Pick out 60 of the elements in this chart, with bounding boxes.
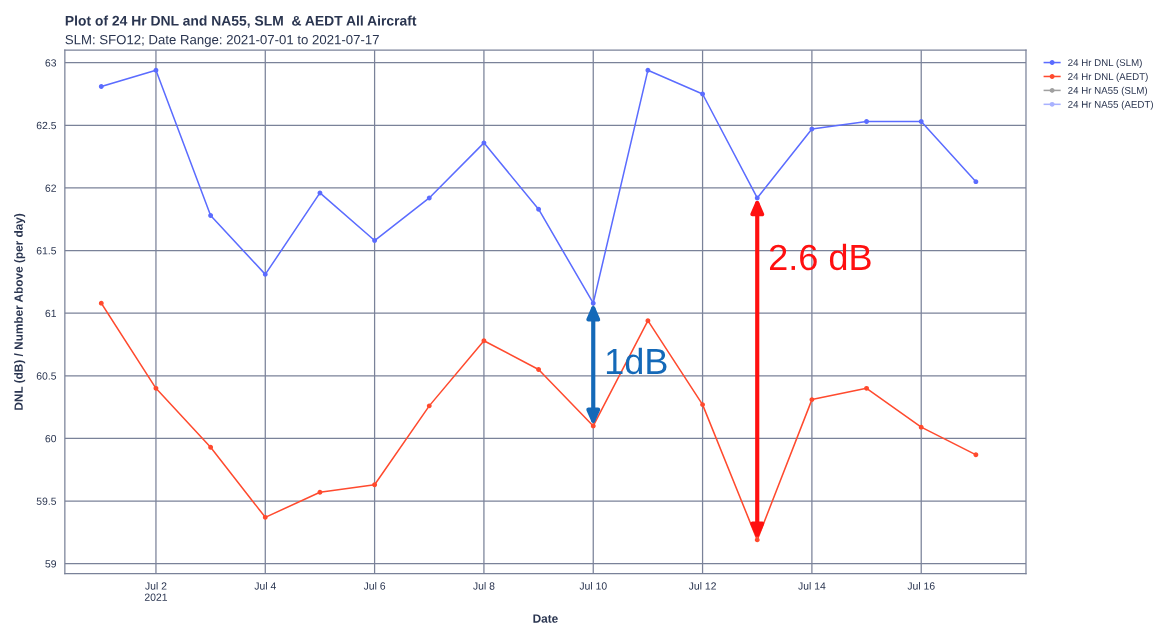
x-tick-label: Jul 10 — [579, 582, 607, 590]
point — [754, 195, 760, 201]
y-tick-label: 60 — [45, 434, 57, 443]
point — [590, 423, 596, 429]
point — [864, 119, 869, 124]
point — [153, 67, 159, 73]
point — [973, 179, 979, 185]
point — [536, 206, 542, 212]
y-tick-label: 60.5 — [36, 372, 57, 380]
point — [98, 84, 104, 89]
legend-label: 24 Hr NA55 (SLM) — [1068, 86, 1148, 96]
legend-label: 24 Hr DNL (SLM) — [1068, 58, 1142, 68]
y-tick-label: 61.5 — [36, 247, 57, 255]
y-axis-title: DNL (dB) / Number Above (per day) — [14, 213, 26, 410]
point — [426, 195, 432, 201]
point — [208, 213, 214, 218]
y-tick-label: 61 — [45, 309, 57, 318]
point — [645, 67, 651, 73]
y-tick-label: 62 — [45, 184, 56, 192]
x-axis-title: Date — [533, 614, 558, 623]
chart-title: Plot of 24 Hr DNL and NA55, SLM & AEDT All Aircraft — [65, 15, 417, 28]
point — [700, 91, 706, 97]
point — [918, 119, 924, 124]
point — [262, 514, 268, 520]
legend-label: 24 Hr DNL (AEDT) — [1068, 72, 1148, 82]
point — [372, 238, 378, 243]
point — [864, 385, 869, 391]
point — [481, 140, 487, 146]
point — [754, 537, 760, 543]
y-tick-label: 62.5 — [36, 121, 57, 130]
point — [262, 271, 268, 277]
y-tick-label: 63 — [45, 59, 57, 67]
x-tick-label: Jul 4 — [254, 582, 276, 590]
y-tick-label: 59 — [45, 560, 57, 568]
point — [973, 452, 979, 458]
point — [918, 424, 924, 430]
x-tick-label: Jul 6 — [363, 582, 386, 590]
x-tick-label: Jul 2 2021 — [144, 582, 168, 601]
point — [809, 397, 815, 403]
x-tick-label: Jul 14 — [798, 582, 826, 590]
point — [645, 318, 651, 324]
chart-subtitle: SLM: SFO12; Date Range: 2021-07-01 to 2021-07-17 — [65, 34, 379, 47]
legend-label: 24 Hr NA55 (AEDT) — [1068, 100, 1153, 110]
point — [98, 300, 104, 306]
y-tick-label: 59.5 — [36, 497, 57, 505]
point — [317, 190, 323, 196]
point — [700, 402, 706, 408]
point — [809, 126, 815, 132]
x-tick-label: Jul 8 — [473, 582, 495, 590]
x-tick-label: Jul 12 — [688, 582, 716, 590]
point — [536, 367, 542, 372]
point — [426, 403, 432, 409]
point — [481, 338, 487, 344]
x-tick-label: Jul 16 — [907, 582, 935, 590]
point — [372, 482, 378, 488]
point — [317, 489, 323, 495]
point — [590, 300, 596, 306]
annotation: 2.6 dB — [769, 243, 871, 271]
point — [153, 385, 159, 391]
point — [208, 444, 214, 450]
